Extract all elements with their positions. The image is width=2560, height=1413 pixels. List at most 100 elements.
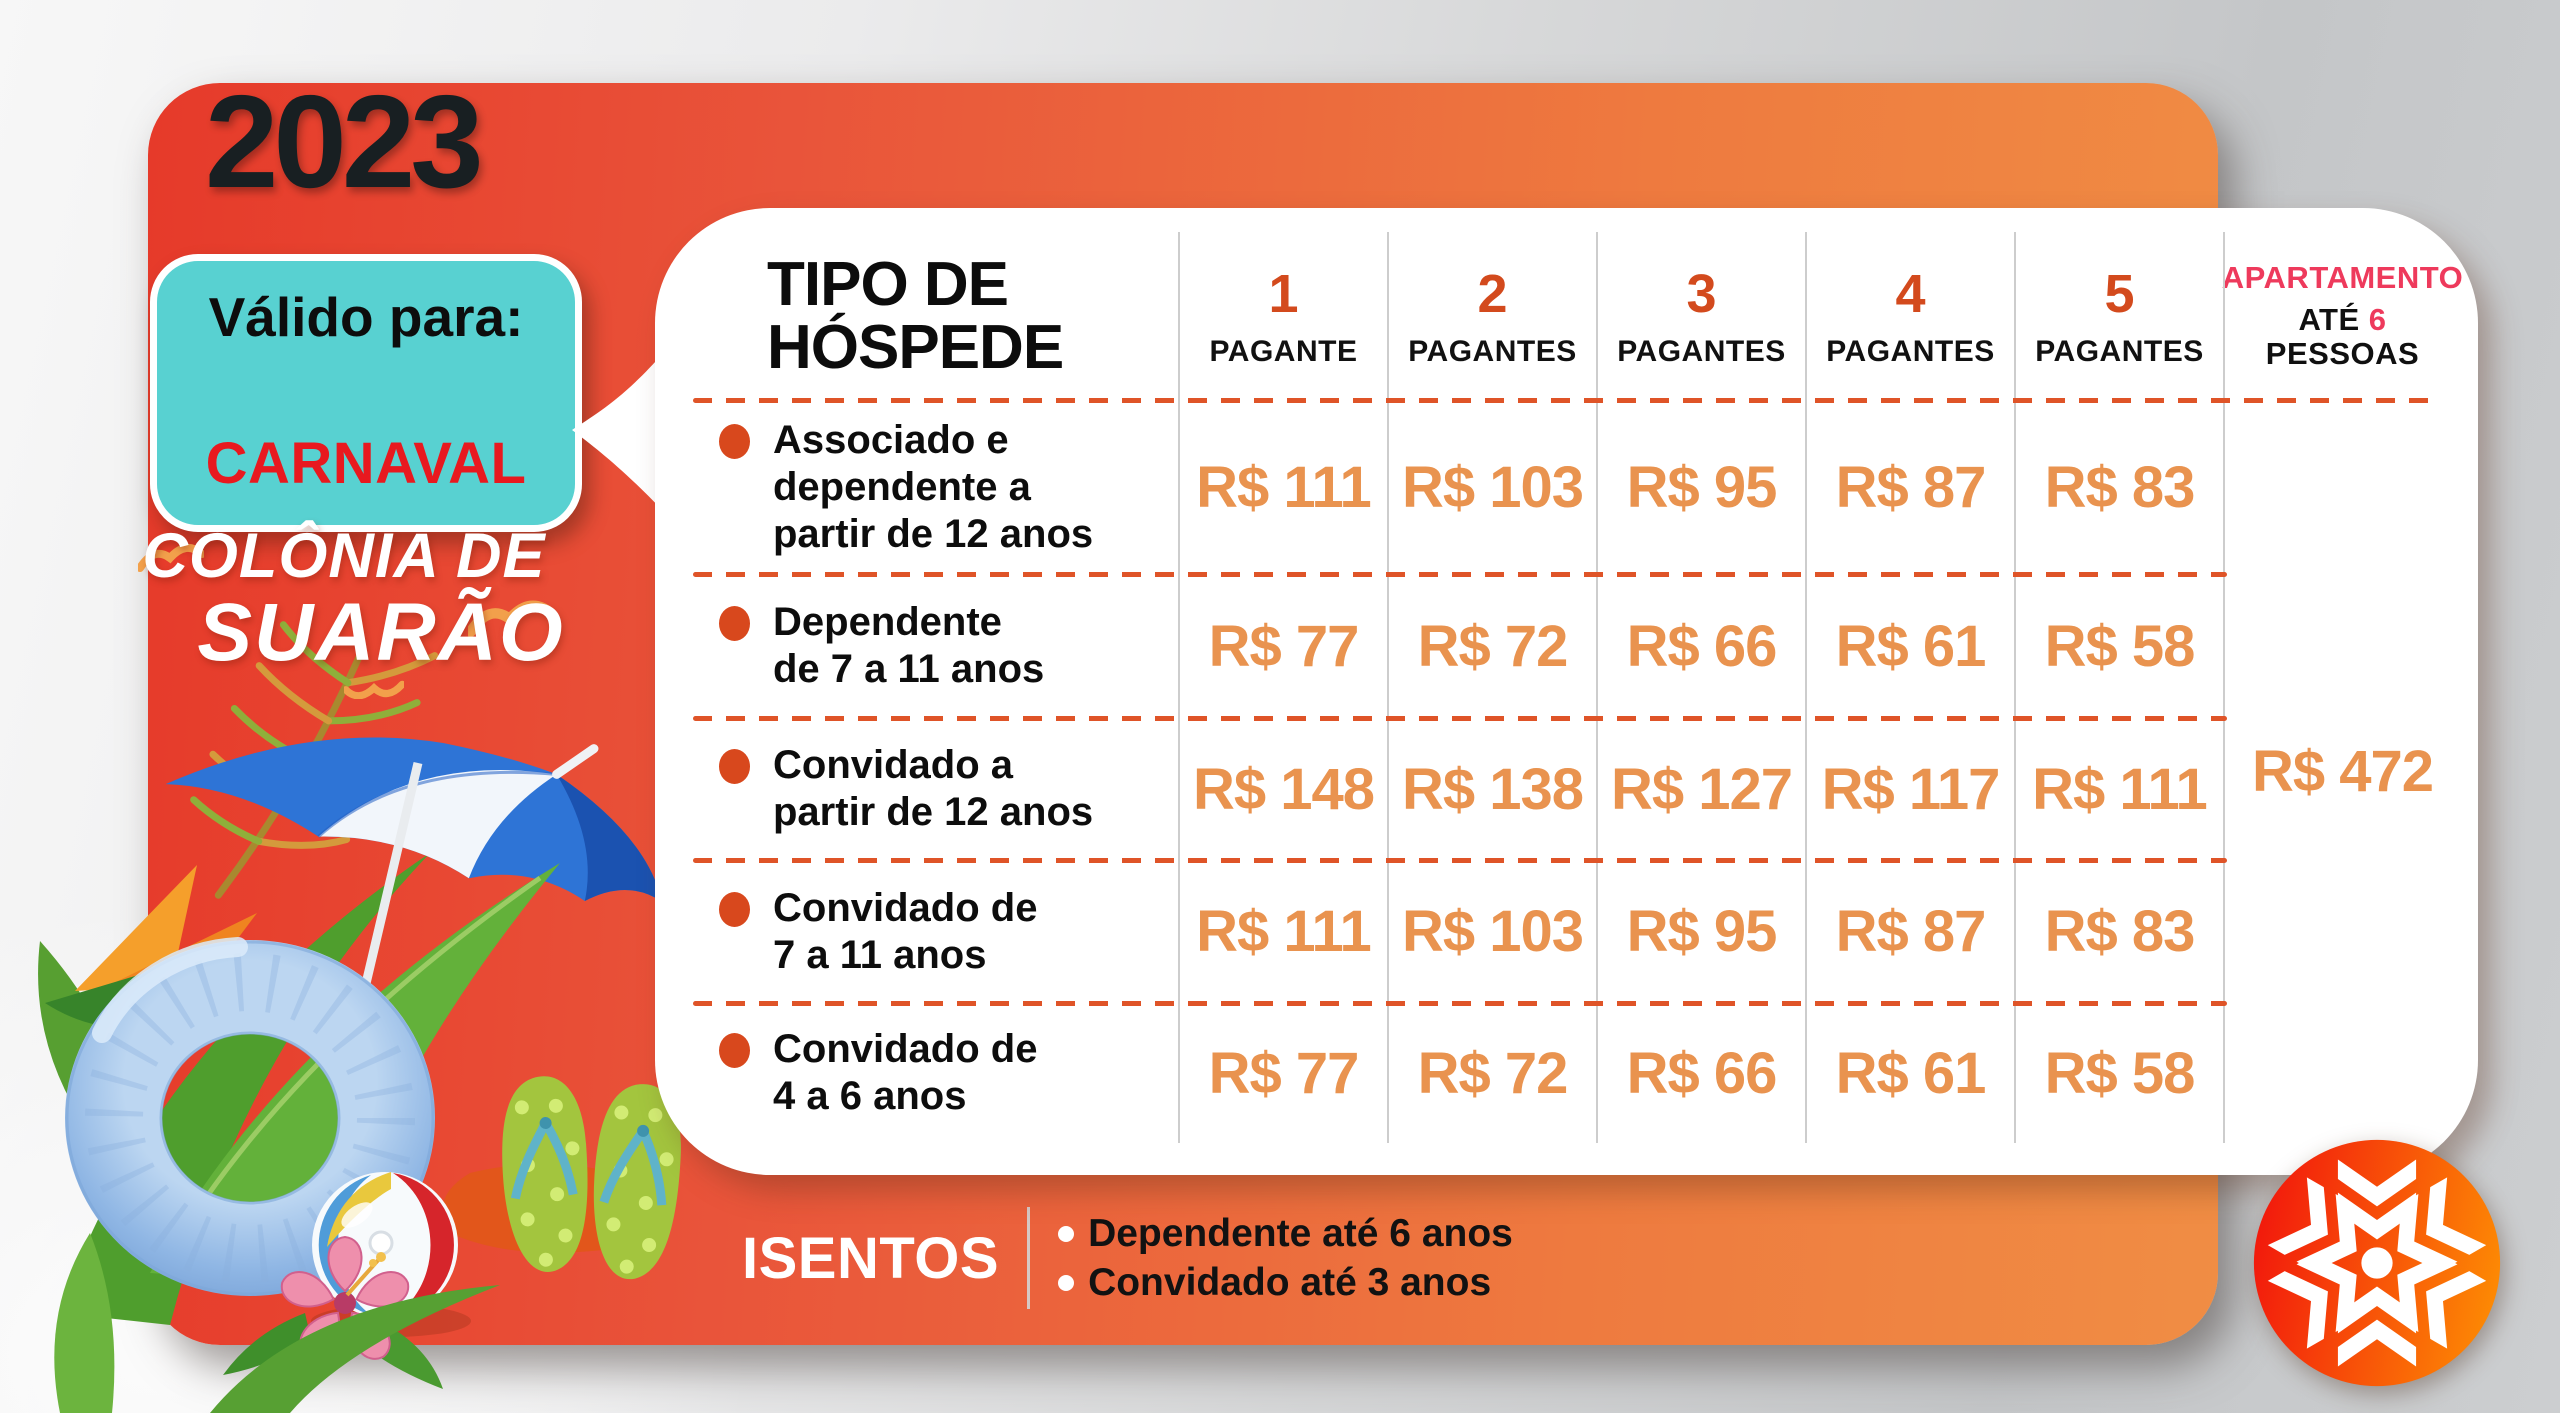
guest-type-line: Dependente [773, 600, 1002, 644]
guest-type-lines: Dependente de 7 a 11 anos [717, 599, 1044, 693]
apartment-header-line1: APARTAMENTO [2221, 259, 2464, 295]
bullet-icon [1058, 1274, 1075, 1291]
guest-type-lines: Associado e dependente a partir de 12 anos [717, 417, 1093, 558]
guest-type-row-label: Convidado de 4 a 6 anos [705, 1003, 1180, 1143]
guest-type-line: Convidado a [773, 743, 1014, 787]
year-label: 2023 [205, 68, 484, 215]
pagantes-column-header: 4 PAGANTES [1807, 232, 2016, 400]
price-cell: R$ 77 [1180, 1003, 1389, 1143]
guest-type-line: Convidado de [773, 1027, 1038, 1071]
guest-type-line: Associado e [773, 417, 1009, 462]
beach-umbrella-icon [165, 737, 662, 1189]
guest-type-lines: Convidado de 4 a 6 anos [717, 1026, 1037, 1120]
guest-type-line: partir de 12 anos [773, 511, 1094, 556]
speech-bubble-tail [572, 352, 664, 512]
isento-text: Convidado até 3 anos [1088, 1261, 1492, 1304]
brand-logo-icon [2253, 1139, 2501, 1387]
bird-icon [138, 544, 204, 572]
pagantes-column-header: 2 PAGANTES [1389, 232, 1598, 400]
price-cell: R$ 103 [1389, 860, 1598, 1003]
pagantes-label: PAGANTES [1617, 335, 1786, 368]
validity-box: Válido para: CARNAVAL [150, 254, 582, 532]
price-cell: R$ 58 [2016, 1003, 2225, 1143]
apartment-price-cell: R$ 472 [2251, 739, 2434, 804]
bullet-icon [719, 423, 750, 459]
pagantes-column-header: 3 PAGANTES [1598, 232, 1807, 400]
price-cell: R$ 83 [2016, 860, 2225, 1003]
price-cell: R$ 61 [1807, 574, 2016, 718]
guest-type-line: dependente a [773, 464, 1031, 509]
isentos-section: ISENTOS Dependente até 6 anos Convidado a… [742, 1200, 1513, 1316]
guest-type-line: 4 a 6 anos [773, 1074, 967, 1118]
event-name-label: CARNAVAL [205, 431, 527, 496]
price-cell: R$ 127 [1598, 718, 1807, 860]
guest-type-header: TIPO DE HÓSPEDE [705, 232, 1180, 400]
price-cell: R$ 111 [2016, 718, 2225, 860]
price-cell: R$ 95 [1598, 400, 1807, 574]
price-cell: R$ 83 [2016, 400, 2225, 574]
pagantes-count: 2 [1477, 264, 1508, 324]
price-cell: R$ 138 [1389, 718, 1598, 860]
pagantes-count: 3 [1686, 264, 1717, 324]
price-table-panel: TIPO DE HÓSPEDE APARTAMENTO ATÉ 6 PESSOA… [655, 208, 2478, 1175]
price-cell: R$ 103 [1389, 400, 1598, 574]
bullet-icon [1058, 1225, 1075, 1242]
pagantes-count: 5 [2104, 264, 2135, 324]
pagantes-count: 4 [1895, 264, 1926, 324]
apartment-header: APARTAMENTO ATÉ 6 PESSOAS [2221, 232, 2464, 400]
bird-icon [344, 680, 404, 699]
apartment-capacity-number: 6 [2368, 301, 2387, 337]
price-cell: R$ 117 [1807, 718, 2016, 860]
price-cell: R$ 72 [1389, 574, 1598, 718]
bullet-icon [719, 749, 750, 784]
guest-type-lines: Convidado a partir de 12 anos [717, 742, 1093, 836]
guest-type-line: de 7 a 11 anos [773, 647, 1045, 691]
flip-flops-icon [502, 1076, 681, 1280]
pagantes-column-header: 5 PAGANTES [2016, 232, 2225, 400]
guest-type-line: 7 a 11 anos [773, 932, 987, 977]
price-cell: R$ 148 [1180, 718, 1389, 860]
price-cell: R$ 66 [1598, 1003, 1807, 1143]
bird-icon [468, 600, 554, 638]
guest-type-row-label: Convidado a partir de 12 anos [705, 718, 1180, 860]
guest-type-row-label: Convidado de 7 a 11 anos [705, 860, 1180, 1003]
isentos-title: ISENTOS [742, 1225, 1000, 1291]
pagantes-count: 1 [1268, 264, 1299, 324]
guest-type-lines: Convidado de 7 a 11 anos [717, 885, 1037, 979]
guest-type-line: Convidado de [773, 885, 1038, 930]
valid-for-label: Válido para: [208, 286, 524, 348]
bullet-icon [719, 1033, 750, 1068]
price-cell: R$ 111 [1180, 400, 1389, 574]
isento-item: Dependente até 6 anos [1058, 1209, 1513, 1258]
price-cell: R$ 61 [1807, 1003, 2016, 1143]
guest-type-row-label: Associado e dependente a partir de 12 anos [705, 400, 1180, 574]
price-cell: R$ 72 [1389, 1003, 1598, 1143]
apartment-header-line2: ATÉ 6 PESSOAS [2265, 301, 2420, 372]
price-cell: R$ 58 [2016, 574, 2225, 718]
guest-type-line: TIPO DE [767, 249, 1009, 319]
pagantes-column-header: 1 PAGANTE [1180, 232, 1389, 400]
beach-illustration [38, 621, 681, 1413]
brand-title: COLÔNIA DE SUARÃO [118, 520, 570, 680]
price-cell: R$ 77 [1180, 574, 1389, 718]
guest-type-line: partir de 12 anos [773, 790, 1094, 834]
pagantes-label: PAGANTES [1408, 335, 1577, 368]
isento-item: Convidado até 3 anos [1058, 1258, 1513, 1307]
brand-line1: COLÔNIA DE [142, 521, 546, 591]
pagantes-label: PAGANTE [1209, 335, 1358, 368]
isentos-items: Dependente até 6 anos Convidado até 3 ano… [1058, 1209, 1513, 1307]
price-cell: R$ 87 [1807, 400, 2016, 574]
pagantes-label: PAGANTES [1826, 335, 1995, 368]
price-cell: R$ 66 [1598, 574, 1807, 718]
price-table: TIPO DE HÓSPEDE APARTAMENTO ATÉ 6 PESSOA… [693, 232, 2464, 1143]
price-cell: R$ 87 [1807, 860, 2016, 1003]
guest-type-row-label: Dependente de 7 a 11 anos [705, 574, 1180, 718]
bullet-icon [719, 606, 750, 641]
pagantes-label: PAGANTES [2035, 335, 2204, 368]
isentos-divider [1027, 1207, 1031, 1309]
isento-text: Dependente até 6 anos [1088, 1212, 1513, 1255]
brand-line2: SUARÃO [197, 587, 565, 678]
bullet-icon [719, 891, 750, 927]
guest-type-line: HÓSPEDE [767, 313, 1064, 382]
